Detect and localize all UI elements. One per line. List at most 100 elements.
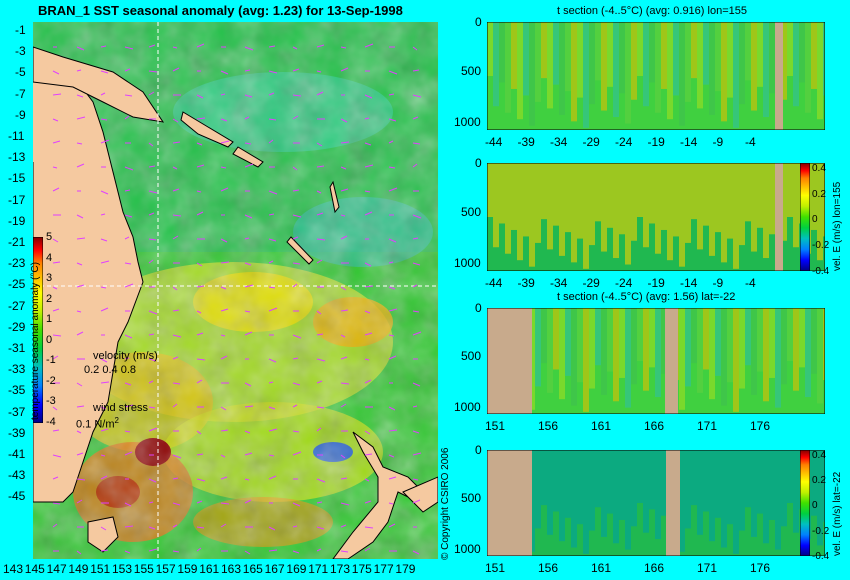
section-panel[interactable] xyxy=(487,308,825,414)
velocity-arrow xyxy=(196,262,203,267)
velocity-arrow xyxy=(52,166,58,169)
lat-tick-label: -21 xyxy=(8,235,26,249)
velocity-arrow xyxy=(340,118,348,123)
velocity-arrow xyxy=(76,499,83,504)
velocity-colorbar-tick: 0.4 xyxy=(812,450,826,461)
velocity-arrow xyxy=(196,117,206,120)
velocity-arrow xyxy=(244,142,252,145)
lat-tick-label: -19 xyxy=(8,213,26,228)
velocity-arrow xyxy=(412,430,420,434)
velocity-arrow xyxy=(148,238,157,241)
velocity-arrow xyxy=(124,68,131,72)
velocity-arrow xyxy=(340,214,346,217)
lon-tick-label: 155 xyxy=(133,562,154,576)
velocity-arrow xyxy=(316,190,322,194)
velocity-arrow xyxy=(76,142,83,145)
depth-tick-label: 0 xyxy=(475,156,482,170)
velocity-arrow xyxy=(52,476,59,480)
lat-tick-label: -45 xyxy=(8,489,26,504)
velocity-arrow xyxy=(172,477,179,480)
velocity-arrow xyxy=(220,261,230,264)
velocity-arrow xyxy=(292,214,302,218)
velocity-arrow xyxy=(364,379,372,384)
velocity-arrow xyxy=(148,212,155,216)
lat-tick-label: -31 xyxy=(8,341,26,355)
lon-tick-label: 151 xyxy=(90,562,111,576)
lat-tick-label: -9 xyxy=(15,107,26,122)
land-mask xyxy=(666,450,680,556)
velocity-arrow xyxy=(316,526,325,530)
velocity-arrow xyxy=(412,310,420,313)
section-x-tick-label: -39 xyxy=(517,276,535,290)
velocity-colorbar xyxy=(800,163,810,271)
section-panel[interactable] xyxy=(487,450,825,556)
velocity-arrow xyxy=(124,550,131,554)
velocity-arrow xyxy=(124,262,132,265)
velocity-arrow xyxy=(244,237,250,240)
lat-tick-label: -27 xyxy=(8,298,26,313)
velocity-arrow xyxy=(76,69,82,72)
velocity-arrow xyxy=(52,286,58,290)
depth-tick-label: 1000 xyxy=(454,115,481,130)
velocity-arrow xyxy=(196,478,206,482)
section-title: t section (-4..5°C) (avg: 1.56) lat=-22 xyxy=(557,291,736,303)
section-x-tick-label: -19 xyxy=(647,135,665,149)
depth-tick-label: 500 xyxy=(461,348,482,363)
velocity-arrow xyxy=(268,406,276,410)
velocity-arrow xyxy=(292,46,298,50)
velocity-colorbar-tick: -0.4 xyxy=(812,550,830,562)
depth-tick-label: 1000 xyxy=(454,541,481,556)
velocity-arrow xyxy=(172,524,178,528)
velocity-arrow xyxy=(388,286,396,290)
velocity-arrow xyxy=(268,238,277,242)
velocity-arrow xyxy=(292,382,301,386)
velocity-arrow xyxy=(220,286,227,290)
velocity-arrow xyxy=(124,189,131,192)
velocity-arrow xyxy=(316,259,323,264)
velocity-arrow xyxy=(76,430,82,434)
section-x-tick-label: -44 xyxy=(485,135,503,149)
lat-tick-label: -39 xyxy=(8,425,26,440)
velocity-arrow xyxy=(388,454,395,458)
velocity-arrow xyxy=(340,382,350,385)
velocity-arrow xyxy=(268,454,275,457)
velocity-arrow xyxy=(52,261,61,264)
velocity-arrow xyxy=(364,164,374,168)
velocity-arrow xyxy=(412,142,421,145)
velocity-arrow xyxy=(76,310,82,313)
velocity-arrow xyxy=(196,332,204,336)
map-colorbar-tick: -2 xyxy=(46,374,56,387)
sst-anomaly-map[interactable] xyxy=(33,22,438,559)
section-x-tick-label: 156 xyxy=(538,419,559,433)
lon-tick-label: 169 xyxy=(286,562,307,576)
lat-tick-label: -33 xyxy=(8,362,26,377)
velocity-arrow xyxy=(76,405,85,408)
tasmania-landmass xyxy=(87,516,119,553)
velocity-arrow xyxy=(52,187,60,192)
velocity-arrow xyxy=(148,501,154,504)
velocity-arrow xyxy=(340,502,350,506)
velocity-arrow xyxy=(316,142,323,147)
lat-tick-label: -1 xyxy=(15,23,26,37)
velocity-arrow xyxy=(364,526,374,529)
velocity-arrow xyxy=(172,67,180,72)
velocity-arrow xyxy=(124,525,134,528)
velocity-arrow xyxy=(100,260,110,264)
lon-tick-label: 173 xyxy=(330,562,351,576)
section-panel[interactable] xyxy=(487,22,825,130)
velocity-arrow xyxy=(172,286,178,291)
velocity-arrow xyxy=(292,283,298,288)
lon-tick-label: 179 xyxy=(395,562,416,576)
velocity-arrow xyxy=(364,190,371,193)
velocity-arrow xyxy=(292,451,302,456)
velocity-arrow xyxy=(364,453,373,456)
section-x-tick-label: -34 xyxy=(550,135,568,149)
velocity-arrow xyxy=(172,166,178,170)
velocity-arrow xyxy=(196,142,203,146)
velocity-arrow xyxy=(244,163,254,168)
section-panel[interactable] xyxy=(487,163,825,271)
velocity-colorbar xyxy=(800,450,810,556)
section-title: t section (-4..5°C) (avg: 0.916) lon=155 xyxy=(557,5,747,17)
velocity-arrow xyxy=(316,333,324,336)
velocity-arrow xyxy=(316,358,326,362)
